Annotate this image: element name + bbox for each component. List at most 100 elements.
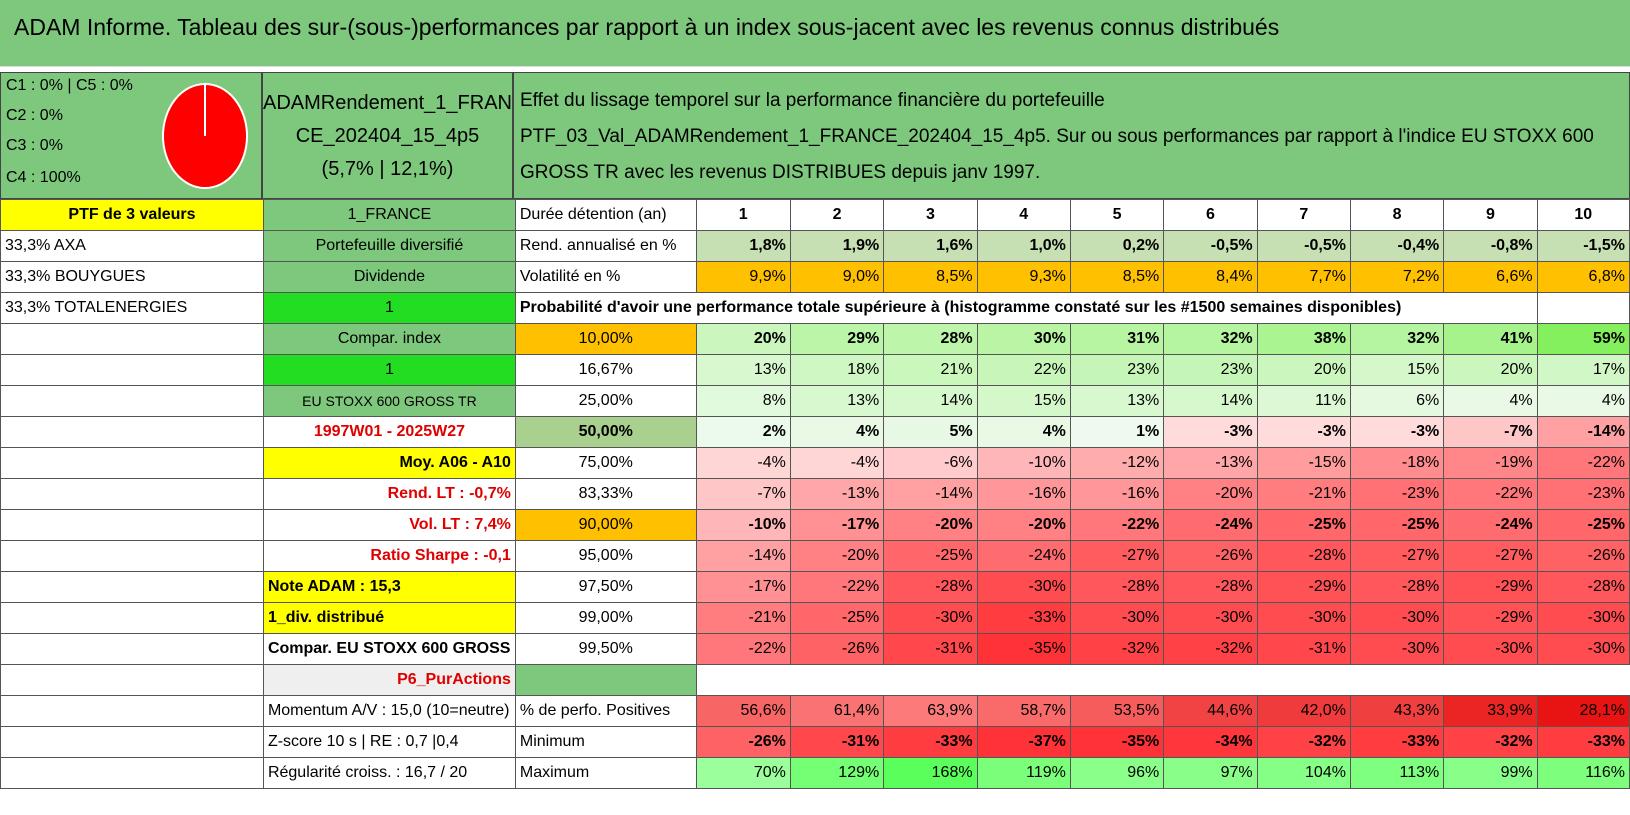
- quantile-value: -20%: [883, 509, 978, 541]
- empty-cell: [0, 478, 264, 510]
- quantile-value: -13%: [789, 478, 885, 510]
- empty-cell: [0, 695, 264, 727]
- side-metric: Ratio Sharpe : -0,1: [262, 540, 516, 572]
- quantile-label: 16,67%: [514, 354, 697, 386]
- maximum-value: 168%: [883, 757, 978, 789]
- rend-value: -0,8%: [1443, 230, 1538, 262]
- table-row: Z-score 10 s | RE : 0,7 |0,4 Minimum -26% -…: [0, 726, 1630, 758]
- year-header: 8: [1349, 199, 1445, 231]
- side-metric: Vol. LT : 7,4%: [262, 509, 516, 541]
- maximum-value: 99%: [1443, 757, 1538, 789]
- quantile-value: -4%: [789, 447, 885, 479]
- quantile-value: 20%: [1443, 354, 1538, 386]
- quantile-value: -24%: [1163, 509, 1258, 541]
- maximum-value: 119%: [976, 757, 1071, 789]
- quantile-value: -30%: [1349, 633, 1445, 665]
- quantile-value: -14%: [1536, 416, 1630, 448]
- positives-value: 53,5%: [1069, 695, 1165, 727]
- quantile-value: 15%: [976, 385, 1071, 417]
- vol-value: 8,5%: [1069, 261, 1165, 293]
- quantile-value: -30%: [1349, 602, 1445, 634]
- year-header: 6: [1163, 199, 1258, 231]
- year-header: 2: [789, 199, 885, 231]
- report-title: ADAM Informe. Tableau des sur-(sous-)per…: [0, 0, 1630, 66]
- quantile-value: -14%: [695, 540, 791, 572]
- quantile-value: -35%: [976, 633, 1071, 665]
- side-metric: 1_div. distribué: [262, 602, 516, 634]
- rend-value: -0,5%: [1163, 230, 1258, 262]
- table-row: Rend. LT : -0,7% 83,33% -7% -13% -14% -16% -16…: [0, 478, 1630, 510]
- vol-label: Volatilité en %: [514, 261, 697, 293]
- quantile-value: -30%: [1163, 602, 1258, 634]
- quantile-value: -23%: [1349, 478, 1445, 510]
- quantile-value: 38%: [1256, 323, 1351, 355]
- empty-cell: [0, 385, 264, 417]
- effect-line1: Effet du lissage temporel sur la perform…: [520, 90, 1105, 111]
- quantile-value: -28%: [1069, 571, 1165, 603]
- maximum-value: 104%: [1256, 757, 1351, 789]
- positives-value: 61,4%: [789, 695, 885, 727]
- quantile-value: -21%: [695, 602, 791, 634]
- vol-value: 9,3%: [976, 261, 1071, 293]
- minimum-value: -37%: [976, 726, 1071, 758]
- quantile-value: 8%: [695, 385, 791, 417]
- positives-value: 63,9%: [883, 695, 978, 727]
- quantile-value: 32%: [1349, 323, 1445, 355]
- positives-value: 42,0%: [1256, 695, 1351, 727]
- ptf-style: Dividende: [262, 261, 516, 293]
- table-row: Vol. LT : 7,4% 90,00% -10% -17% -20% -20% -22%…: [0, 509, 1630, 541]
- quantile-value: -28%: [1256, 540, 1351, 572]
- maximum-value: 97%: [1163, 757, 1258, 789]
- vol-value: 8,4%: [1163, 261, 1258, 293]
- quantile-value: -10%: [976, 447, 1071, 479]
- quantile-value: 15%: [1349, 354, 1445, 386]
- rend-value: -0,5%: [1256, 230, 1351, 262]
- probability-title: Probabilité d'avoir une performance tota…: [514, 292, 1538, 324]
- empty-cell: [0, 664, 264, 696]
- quantile-value: -25%: [883, 540, 978, 572]
- quantile-value: 30%: [976, 323, 1071, 355]
- maximum-label: Maximum: [514, 757, 697, 789]
- table-row: 33,3% AXA Portefeuille diversifié Rend. an…: [0, 230, 1630, 262]
- side-metric: Moy. A06 - A10: [262, 447, 516, 479]
- quantile-value: 32%: [1163, 323, 1258, 355]
- year-header: 9: [1443, 199, 1538, 231]
- quantile-value: -31%: [883, 633, 978, 665]
- allocation-pie-chart: [162, 83, 248, 189]
- empty-cell: [0, 416, 264, 448]
- table-row: Note ADAM : 15,3 97,50% -17% -22% -28% -30% -2…: [0, 571, 1630, 603]
- quantile-value: -21%: [1256, 478, 1351, 510]
- quantile-value: -22%: [1443, 478, 1538, 510]
- quantile-value: -22%: [695, 633, 791, 665]
- empty-cell: [696, 665, 1629, 696]
- ptf-count: PTF de 3 valeurs: [0, 199, 264, 231]
- quantile-value: -24%: [976, 540, 1071, 572]
- empty-cell: [0, 726, 264, 758]
- quantile-value: -16%: [976, 478, 1071, 510]
- quantile-value: -29%: [1256, 571, 1351, 603]
- effect-line3: GROSS TR avec les revenus DISTRIBUES dep…: [520, 162, 1041, 183]
- momentum-metric: Momentum A/V : 15,0 (10=neutre): [262, 695, 516, 727]
- table-row: 33,3% TOTALENERGIES 1 Probabilité d'avoir …: [0, 292, 1630, 324]
- table-row: Ratio Sharpe : -0,1 95,00% -14% -20% -25% -24…: [0, 540, 1630, 572]
- quantile-value: 17%: [1536, 354, 1630, 386]
- quantile-value: -12%: [1069, 447, 1165, 479]
- positives-value: 58,7%: [976, 695, 1071, 727]
- quantile-label: 90,00%: [514, 509, 697, 541]
- quantile-value: -27%: [1443, 540, 1538, 572]
- minimum-value: -35%: [1069, 726, 1165, 758]
- quantile-label: 50,00%: [514, 416, 697, 448]
- empty-cell: [0, 323, 264, 355]
- minimum-value: -33%: [1349, 726, 1445, 758]
- year-header: 1: [695, 199, 791, 231]
- quantile-value: -19%: [1443, 447, 1538, 479]
- quantile-value: 13%: [1069, 385, 1165, 417]
- quantile-value: 59%: [1536, 323, 1630, 355]
- quantile-value: 23%: [1163, 354, 1258, 386]
- quantile-value: -3%: [1163, 416, 1258, 448]
- table-row: 33,3% BOUYGUES Dividende Volatilité en % 9,…: [0, 261, 1630, 293]
- side-metric: Note ADAM : 15,3: [262, 571, 516, 603]
- vol-value: 7,2%: [1349, 261, 1445, 293]
- positives-label: % de perfo. Positives: [514, 695, 697, 727]
- quantile-value: 11%: [1256, 385, 1351, 417]
